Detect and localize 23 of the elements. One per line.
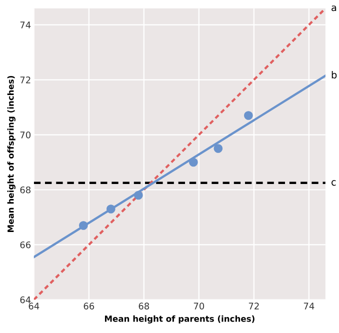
y-axis-title: Mean height of offspring (inches) [7, 76, 16, 232]
y-tick-label: 66 [20, 241, 31, 248]
x-tick-label: 70 [194, 302, 204, 310]
point [134, 190, 143, 200]
y-tick-label: 64 [20, 296, 31, 304]
point [189, 158, 198, 167]
x-tick-label: 66 [84, 302, 94, 310]
series-label: b [332, 70, 337, 78]
y-tick-label: 72 [20, 76, 30, 84]
point [79, 221, 88, 230]
x-axis-title: Mean height of parents (inches) [104, 315, 254, 324]
ref-line-label: c [332, 180, 336, 186]
point [214, 144, 223, 153]
x-tick-label: 68 [138, 302, 150, 310]
y-tick-label: 70 [20, 132, 31, 138]
point [106, 204, 116, 214]
point [244, 111, 253, 120]
x-tick-label: 72 [248, 302, 259, 310]
y-tick-label: 68 [20, 186, 31, 194]
x-tick-label: 74 [304, 302, 314, 310]
y-tick-label: 74 [20, 22, 31, 28]
series-label: a [332, 6, 336, 12]
x-tick-label: 64 [28, 302, 40, 310]
